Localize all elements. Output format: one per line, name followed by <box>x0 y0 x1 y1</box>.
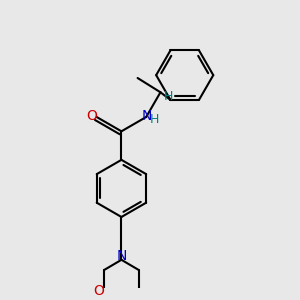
Text: O: O <box>86 109 97 123</box>
Text: H: H <box>149 113 159 126</box>
Text: N: N <box>142 109 152 123</box>
Text: O: O <box>93 284 104 298</box>
Text: H: H <box>164 90 173 103</box>
Text: N: N <box>116 249 127 263</box>
